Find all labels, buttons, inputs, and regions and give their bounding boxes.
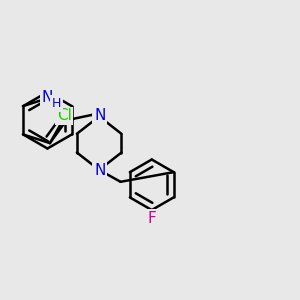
Text: N: N xyxy=(94,163,105,178)
Text: N: N xyxy=(94,108,105,123)
Text: H: H xyxy=(52,97,61,110)
Text: F: F xyxy=(148,211,157,226)
Text: N: N xyxy=(42,90,53,105)
Text: Cl: Cl xyxy=(57,108,72,123)
